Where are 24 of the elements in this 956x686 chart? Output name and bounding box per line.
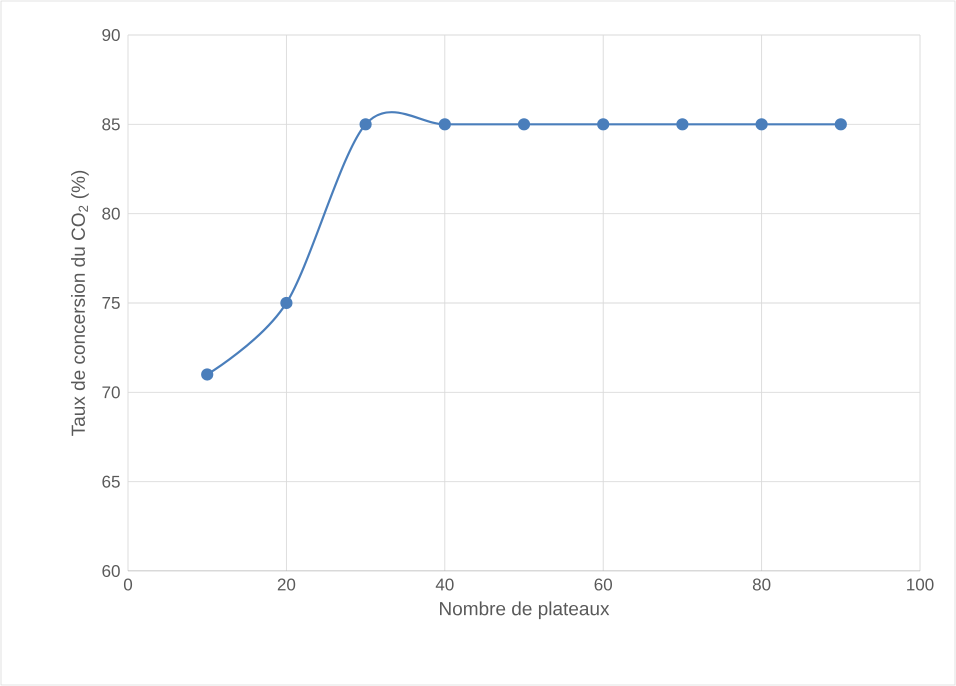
x-tick-label: 80	[752, 578, 770, 591]
point	[280, 296, 292, 310]
y-tick-label: 60	[102, 564, 120, 578]
point	[597, 118, 610, 130]
point	[201, 368, 214, 381]
point	[676, 118, 689, 130]
x-tick-label: 100	[907, 578, 934, 591]
x-axis-title: Nombre de plateaux	[440, 601, 610, 620]
y-tick-label: 70	[102, 386, 120, 398]
point	[518, 118, 530, 130]
x-tick-label: 60	[594, 578, 612, 591]
y-tick-label: 80	[102, 208, 120, 220]
y-axis-title: Taux de concersion du CO$_{2}$ (%)	[71, 170, 89, 436]
point	[360, 118, 372, 130]
y-tick-label: 75	[102, 297, 120, 309]
y-tick-label: 90	[102, 28, 120, 42]
point	[756, 118, 768, 130]
y-tick-label: 85	[102, 118, 120, 130]
x-tick-label: 0	[124, 578, 132, 591]
y-tick-label: 65	[102, 476, 120, 488]
x-tick-label: 20	[278, 578, 296, 591]
x-tick-label: 40	[436, 578, 454, 591]
point	[438, 118, 451, 130]
point	[834, 118, 847, 130]
